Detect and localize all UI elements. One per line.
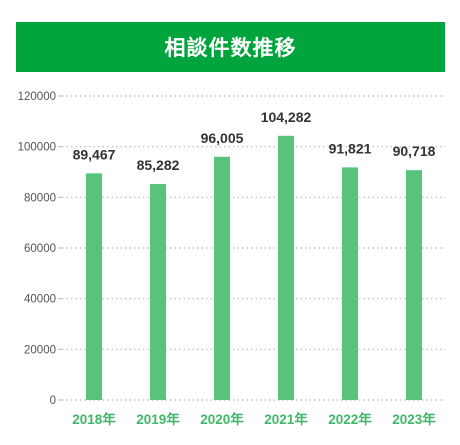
bar-value-label: 96,005 <box>201 130 244 146</box>
x-category-label: 2019年 <box>136 411 180 427</box>
y-tick-label: 40000 <box>24 294 56 306</box>
x-category-label: 2023年 <box>392 411 436 427</box>
bar-value-label: 91,821 <box>329 140 372 156</box>
x-category-label: 2021年 <box>264 411 308 427</box>
y-tick-label: 100000 <box>18 142 56 154</box>
bar <box>86 173 102 400</box>
y-tick-label: 20000 <box>24 344 56 356</box>
bar <box>342 167 358 400</box>
bar-value-label: 85,282 <box>137 157 180 173</box>
chart-title-banner: 相談件数推移 <box>16 22 445 72</box>
bar-value-label: 104,282 <box>261 109 312 125</box>
y-tick-label: 120000 <box>18 91 56 103</box>
x-category-label: 2018年 <box>72 411 116 427</box>
bar-value-label: 89,467 <box>73 146 116 162</box>
bar-value-label: 90,718 <box>393 143 436 159</box>
bar <box>278 135 294 400</box>
y-tick-label: 0 <box>50 395 56 407</box>
bar <box>406 170 422 400</box>
chart-title: 相談件数推移 <box>164 36 297 60</box>
y-tick-label: 80000 <box>24 192 56 204</box>
x-category-label: 2022年 <box>328 411 372 427</box>
y-tick-label: 60000 <box>24 243 56 255</box>
bar <box>214 156 230 400</box>
x-category-label: 2020年 <box>200 411 244 427</box>
bar <box>150 183 166 400</box>
